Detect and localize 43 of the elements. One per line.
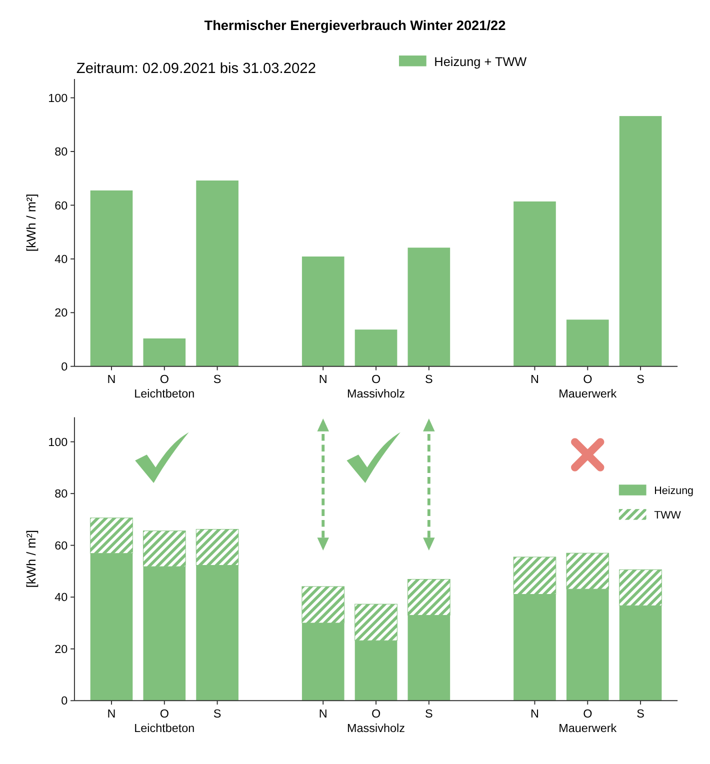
- text: Massivholz: [347, 388, 406, 401]
- x-tick-label: O: [371, 707, 381, 720]
- x-tick-label: N: [318, 707, 328, 720]
- y-tick-label: 80: [54, 146, 68, 159]
- text: Massivholz: [347, 722, 406, 735]
- x-tick-label: O: [583, 707, 592, 720]
- chart-subtitle: Zeitraum: 02.09.2021 bis 31.03.2022: [76, 61, 316, 78]
- x-tick-label: S: [213, 707, 222, 720]
- y-tick-label: 40: [54, 253, 68, 266]
- legend-label: Heizung + TWW: [434, 54, 527, 69]
- y-tick-label: 100: [48, 436, 68, 449]
- y-tick-label: 100: [48, 92, 68, 105]
- y-tick-label: 80: [54, 488, 68, 501]
- y-tick-label: 0: [61, 694, 68, 708]
- y-tick-label: 20: [54, 642, 68, 656]
- x-tick-label: O: [160, 707, 169, 720]
- y-tick-label: 60: [54, 539, 68, 552]
- x-tick-label: N: [530, 372, 539, 386]
- x-tick-label: N: [107, 707, 116, 720]
- legend-label: TWW: [654, 510, 682, 522]
- x-tick-label: N: [107, 372, 116, 386]
- y-tick-label: 60: [54, 199, 68, 212]
- chart-title: Thermischer Energieverbrauch Winter 2021/22: [204, 18, 506, 34]
- x-tick-label: S: [636, 707, 645, 720]
- x-tick-label: N: [530, 707, 539, 720]
- x-tick-label: O: [583, 372, 592, 386]
- legend-label: Heizung: [654, 485, 694, 498]
- text: Leichtbeton: [134, 388, 195, 401]
- y-axis-title: [kWh / m²]: [24, 530, 38, 588]
- y-tick-label: 20: [54, 306, 68, 320]
- y-tick-label: 0: [61, 360, 68, 374]
- text: Mauerwerk: [558, 388, 617, 401]
- y-tick-label: 40: [54, 591, 68, 604]
- text: Leichtbeton: [134, 722, 195, 735]
- x-tick-label: S: [425, 707, 434, 720]
- x-tick-label: S: [636, 372, 645, 386]
- y-axis-title: [kWh / m²]: [24, 194, 38, 252]
- x-tick-label: S: [425, 372, 434, 386]
- x-tick-label: O: [160, 372, 169, 386]
- text: Mauerwerk: [558, 722, 617, 735]
- x-tick-label: S: [213, 372, 222, 386]
- x-tick-label: O: [371, 372, 381, 386]
- x-tick-label: N: [318, 372, 328, 386]
